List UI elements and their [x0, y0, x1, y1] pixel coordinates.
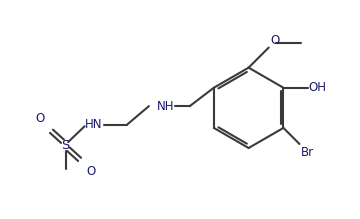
Text: OH: OH	[309, 81, 327, 94]
Text: O: O	[270, 34, 279, 47]
Text: HN: HN	[85, 118, 102, 131]
Text: O: O	[36, 112, 45, 125]
Text: NH: NH	[157, 100, 174, 113]
Text: O: O	[86, 165, 95, 178]
Text: S: S	[61, 139, 70, 152]
Text: Br: Br	[301, 146, 314, 159]
